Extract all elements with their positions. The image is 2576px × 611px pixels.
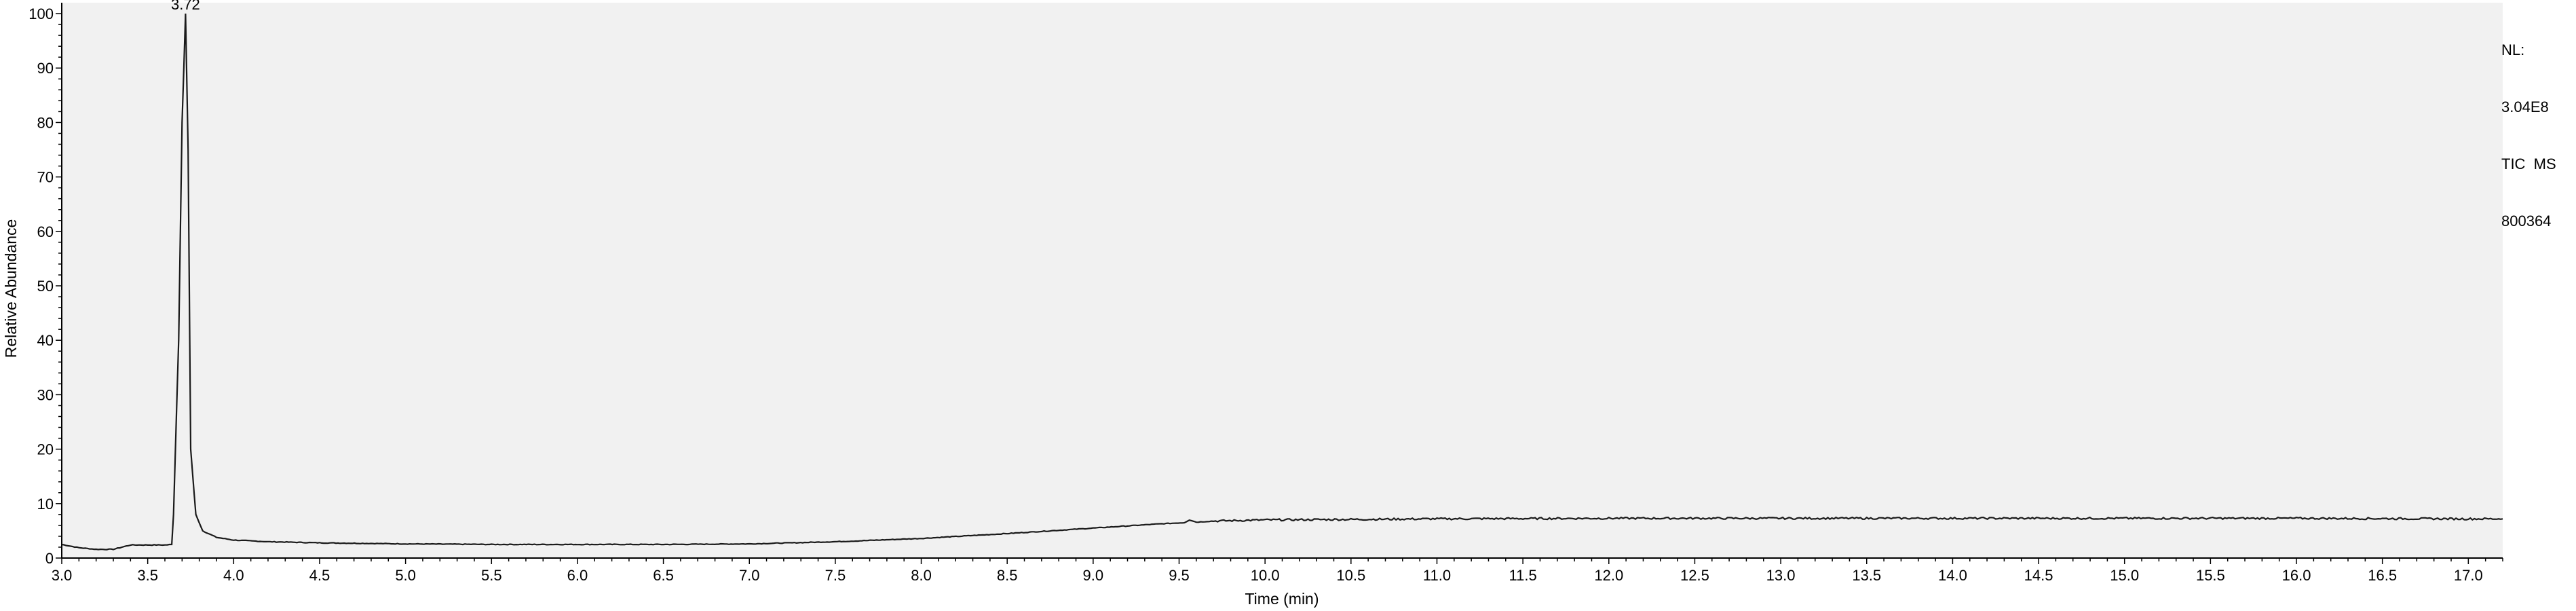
y-axis-title: Relative Abundance [2, 219, 20, 358]
peak-label: 3.72 [171, 0, 200, 13]
x-tick-label: 3.5 [137, 567, 158, 584]
x-tick-label: 7.5 [825, 567, 846, 584]
x-tick-label: 17.0 [2454, 567, 2483, 584]
x-axis-title: Time (min) [1245, 590, 1319, 608]
x-tick-label: 14.5 [2024, 567, 2053, 584]
y-tick-label: 70 [37, 169, 54, 186]
y-tick-label: 50 [37, 278, 54, 295]
x-tick-label: 4.0 [223, 567, 244, 584]
y-tick-label: 100 [29, 5, 54, 22]
y-tick-label: 80 [37, 114, 54, 131]
y-axis: 0 10 20 30 40 50 60 70 80 90 100 [29, 3, 62, 567]
x-tick-label: 5.0 [395, 567, 416, 584]
x-tick-label: 10.0 [1251, 567, 1280, 584]
x-tick-label: 4.5 [309, 567, 330, 584]
x-tick-label: 5.5 [481, 567, 502, 584]
peak-annotations: 3.72 [171, 0, 200, 13]
x-tick-label: 12.5 [1680, 567, 1709, 584]
x-tick-label: 9.5 [1169, 567, 1190, 584]
x-tick-label: 7.0 [739, 567, 760, 584]
x-tick-label: 13.0 [1766, 567, 1796, 584]
x-tick-label: 11.5 [1509, 567, 1537, 584]
x-tick-label: 3.0 [52, 567, 73, 584]
x-tick-label: 15.5 [2196, 567, 2225, 584]
x-tick-label: 6.5 [653, 567, 674, 584]
x-tick-label: 13.5 [1852, 567, 1881, 584]
x-tick-label: 12.0 [1594, 567, 1623, 584]
info-block: NL: 3.04E8 TIC MS 800364 [2501, 3, 2556, 250]
x-tick-label: 16.5 [2368, 567, 2397, 584]
y-tick-label: 40 [37, 332, 54, 349]
nl-value: 3.04E8 [2501, 98, 2549, 115]
y-tick-label: 0 [45, 550, 54, 567]
trace-type: TIC MS [2501, 155, 2556, 172]
x-tick-label: 16.0 [2282, 567, 2311, 584]
x-tick-label: 6.0 [567, 567, 588, 584]
x-tick-label: 14.0 [1938, 567, 1967, 584]
x-tick-label: 15.0 [2110, 567, 2139, 584]
y-tick-label: 30 [37, 386, 54, 403]
y-tick-label: 10 [37, 496, 54, 513]
x-tick-label: 10.5 [1336, 567, 1365, 584]
sample-id: 800364 [2501, 212, 2552, 229]
y-tick-label: 20 [37, 441, 54, 458]
tic-trace-line [61, 13, 2503, 551]
x-tick-label: 8.0 [911, 567, 932, 584]
y-tick-label: 60 [37, 223, 54, 240]
x-axis: 3.0 3.5 4.0 4.5 5.0 5.5 6.0 6.5 7.0 7.5 8.0 8.5 9.0 9… [52, 557, 2503, 584]
x-tick-label: 11.0 [1423, 567, 1451, 584]
x-tick-label: 8.5 [997, 567, 1018, 584]
x-tick-label: 9.0 [1083, 567, 1104, 584]
y-tick-label: 90 [37, 60, 54, 77]
plot-area [62, 3, 2503, 558]
nl-label: NL: [2501, 41, 2525, 58]
